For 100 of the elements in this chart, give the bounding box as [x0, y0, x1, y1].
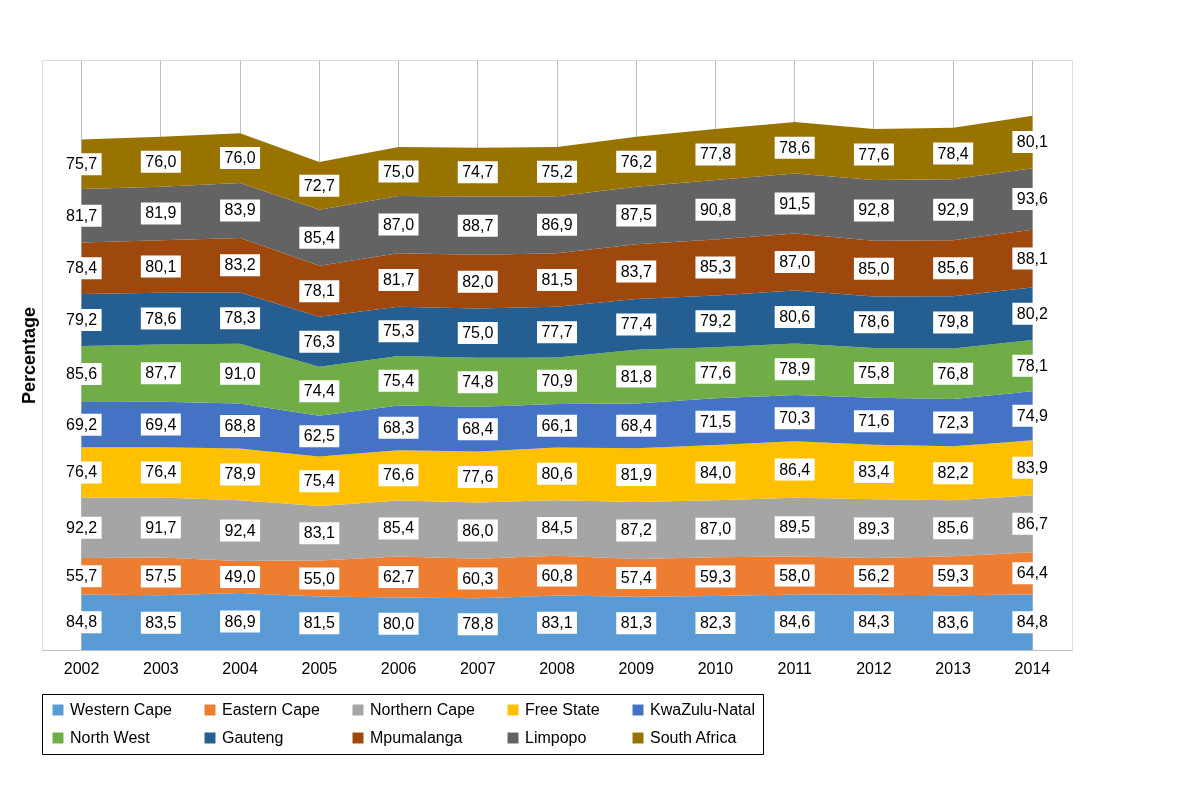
y-axis-title: Percentage: [18, 306, 39, 405]
data-label: 76,2: [620, 152, 652, 170]
data-label: 82,0: [462, 272, 494, 290]
data-label: 83,9: [224, 201, 256, 219]
x-tick-label: 2002: [63, 659, 100, 677]
data-label: 91,5: [779, 194, 811, 212]
data-label: 80,6: [779, 307, 811, 325]
data-label: 80,6: [541, 464, 573, 482]
data-label: 80,1: [145, 257, 177, 275]
data-label: 56,2: [858, 567, 890, 585]
data-label: 75,0: [382, 162, 415, 180]
data-label: 81,9: [145, 204, 177, 222]
data-label: 74,4: [303, 382, 335, 400]
data-label: 62,5: [303, 427, 335, 445]
data-label: 49,0: [224, 567, 256, 585]
data-label: 57,4: [620, 568, 652, 586]
data-label: 85,3: [699, 258, 732, 276]
data-label: 78,1: [303, 282, 335, 300]
data-label: 79,8: [937, 313, 969, 331]
data-label: 85,6: [66, 364, 98, 382]
data-label: 69,2: [66, 415, 98, 433]
data-label: 75,4: [382, 371, 415, 389]
data-label: 55,7: [66, 567, 98, 585]
data-label: 87,0: [779, 253, 811, 271]
data-label: 91,0: [224, 364, 256, 382]
data-label: 71,6: [858, 412, 890, 430]
data-label: 70,3: [779, 409, 811, 427]
data-label: 76,0: [224, 149, 256, 167]
data-label: 85,4: [382, 519, 415, 537]
legend-label: KwaZulu-Natal: [650, 701, 755, 718]
data-label: 80,1: [1016, 133, 1049, 151]
data-label: 84,5: [541, 518, 573, 536]
x-tick-label: 2007: [459, 659, 496, 677]
data-label: 80,0: [382, 614, 415, 632]
data-label: 85,0: [858, 259, 890, 277]
data-label: 88,1: [1016, 249, 1049, 267]
data-label: 84,0: [699, 463, 732, 481]
data-label: 86,9: [541, 215, 573, 233]
data-label: 81,3: [620, 614, 652, 632]
data-label: 86,4: [779, 460, 811, 478]
legend-label: Free State: [525, 701, 600, 718]
x-tick-label: 2013: [935, 659, 972, 677]
x-tick-label: 2011: [777, 659, 812, 677]
data-label: 79,2: [66, 310, 98, 328]
legend-label: Northern Cape: [370, 701, 476, 718]
data-label: 82,2: [937, 464, 969, 482]
data-label: 71,5: [699, 412, 732, 430]
data-label: 89,3: [858, 519, 890, 537]
data-label: 75,8: [858, 363, 890, 381]
data-label: 59,3: [937, 566, 969, 584]
data-label: 78,6: [779, 138, 811, 156]
data-label: 76,4: [66, 463, 98, 481]
data-label: 60,3: [462, 569, 494, 587]
data-label: 68,8: [224, 417, 256, 435]
x-tick-label: 2009: [618, 659, 655, 677]
data-label: 58,0: [779, 566, 811, 584]
data-label: 91,7: [145, 518, 177, 536]
data-label: 84,8: [1016, 613, 1049, 631]
data-label: 78,8: [462, 615, 494, 633]
data-label: 77,4: [620, 315, 652, 333]
legend-label: North West: [70, 729, 151, 746]
data-label: 78,1: [1016, 356, 1049, 374]
data-label: 78,6: [858, 313, 890, 331]
x-tick-label: 2004: [222, 659, 258, 677]
data-label: 78,9: [779, 360, 811, 378]
data-label: 79,2: [699, 312, 732, 330]
data-label: 92,2: [66, 518, 98, 536]
data-label: 76,3: [303, 332, 335, 350]
data-label: 81,5: [541, 270, 573, 288]
data-label: 92,9: [937, 200, 969, 218]
legend-label: Mpumalanga: [370, 729, 463, 746]
data-label: 78,3: [224, 309, 256, 327]
data-label: 60,8: [541, 566, 573, 584]
x-tick-label: 2005: [301, 659, 338, 677]
data-label: 87,0: [382, 215, 415, 233]
x-tick-label: 2006: [380, 659, 417, 677]
data-label: 81,7: [66, 206, 98, 224]
data-label: 81,9: [620, 466, 652, 484]
legend-label: South Africa: [650, 729, 737, 746]
data-label: 76,0: [145, 152, 177, 170]
data-label: 83,7: [620, 262, 652, 280]
data-label: 86,0: [462, 521, 494, 539]
data-label: 75,2: [541, 162, 573, 180]
data-label: 76,4: [145, 463, 177, 481]
data-label: 78,6: [145, 309, 177, 327]
data-label: 75,7: [66, 155, 98, 173]
data-label: 72,3: [937, 413, 969, 431]
data-label: 81,8: [620, 367, 652, 385]
legend-label: Eastern Cape: [222, 701, 320, 718]
data-label: 70,9: [541, 371, 573, 389]
data-label: 75,4: [303, 472, 335, 490]
data-label: 90,8: [699, 200, 732, 218]
data-label: 83,1: [303, 524, 335, 542]
data-label: 87,0: [699, 519, 732, 537]
data-label: 77,6: [858, 145, 890, 163]
data-label: 78,4: [937, 144, 969, 162]
data-label: 77,6: [699, 363, 732, 381]
data-label: 75,0: [462, 324, 494, 342]
data-label: 83,6: [937, 613, 969, 631]
data-label: 83,2: [224, 256, 256, 274]
